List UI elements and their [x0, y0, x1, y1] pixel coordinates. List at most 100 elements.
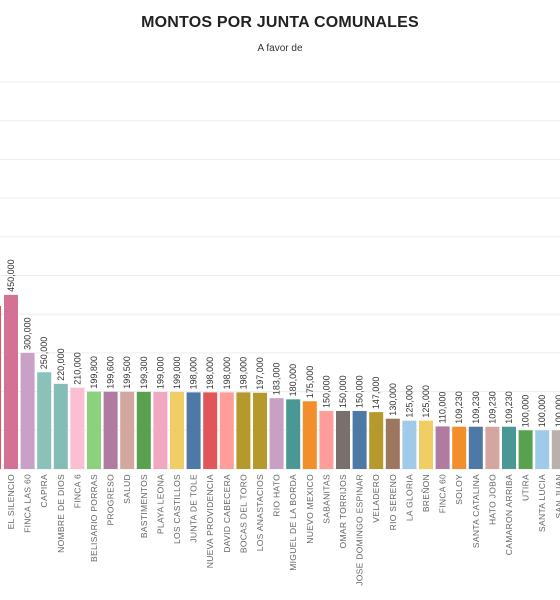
category-label: CAPIRA: [39, 474, 49, 507]
category-label: NOMBRE DE DIOS: [56, 474, 66, 553]
category-label: RIO SERENO: [388, 474, 398, 530]
value-label: 110,000: [438, 392, 448, 424]
category-label: BASTIMENTOS: [139, 474, 149, 538]
category-label: MIGUEL DE LA BORDA: [288, 474, 298, 571]
bar: [87, 391, 101, 469]
chart-title: MONTOS POR JUNTA COMUNALES: [141, 14, 419, 31]
category-label: PLAYA LEONA: [155, 474, 165, 534]
category-label: BREÑON: [421, 474, 431, 512]
bar: [352, 410, 367, 469]
bar: [302, 401, 317, 469]
category-label: RIO HATO: [272, 474, 282, 517]
value-label: 100,000: [537, 395, 547, 428]
bar: [319, 410, 334, 469]
value-label: 150,000: [321, 375, 331, 408]
bar: [186, 392, 201, 469]
value-label: 199,000: [172, 356, 182, 389]
category-label: CAMARON ARRIBA: [504, 474, 514, 555]
value-label: 450,000: [6, 259, 16, 292]
chart-subtitle: A favor de: [257, 43, 303, 54]
bar: [37, 372, 52, 469]
category-label: EL SILENCIO: [6, 474, 16, 530]
value-label: 109,230: [454, 391, 464, 424]
value-label: 109,230: [504, 391, 514, 424]
value-label: 199,500: [122, 356, 132, 389]
value-label: 220,000: [56, 348, 66, 381]
bar: [385, 418, 400, 469]
value-label: 125,000: [404, 385, 414, 418]
bar: [236, 392, 251, 469]
category-label: LA GLORIA: [404, 474, 414, 521]
bar: [369, 412, 384, 469]
bar: [535, 430, 550, 469]
value-label: 130,000: [388, 383, 398, 416]
category-label: BOCAS DEL TORO: [238, 474, 248, 553]
bar: [402, 420, 417, 469]
category-label: VELADERO: [371, 474, 381, 523]
category-label: BELISARIO PORRAS: [89, 474, 99, 562]
category-label: DAVID CABECERA: [222, 474, 232, 553]
bar: [20, 352, 35, 469]
category-label: SANTA LUCIA: [537, 474, 547, 532]
value-label: 180,000: [288, 364, 298, 397]
category-label: OMAR TORRIJOS: [338, 474, 348, 548]
bar: [419, 420, 433, 469]
value-label: 199,000: [155, 356, 165, 389]
value-label: 183,000: [272, 363, 282, 396]
bar: [53, 383, 68, 469]
value-label: 109,230: [487, 391, 497, 424]
value-label: 300,000: [23, 317, 33, 350]
category-label: FINCA LAS 60: [23, 474, 33, 533]
value-label: 198,000: [238, 357, 248, 390]
bar: [336, 410, 350, 469]
category-label: JOSE DOMINGO ESPINAR: [355, 474, 365, 586]
bar: [435, 426, 450, 469]
bar: [219, 392, 234, 469]
value-label: 198,000: [205, 357, 215, 390]
value-label: 199,300: [139, 356, 149, 389]
value-label: 197,000: [255, 357, 265, 390]
value-label: 100,000: [521, 395, 531, 428]
category-label: NUEVO MEXICO: [305, 474, 315, 544]
value-label: 198,000: [222, 357, 232, 390]
value-label: 175,000: [305, 366, 315, 399]
category-label: LOS CASTILLOS: [172, 474, 182, 544]
bar: [70, 387, 85, 469]
value-label: 250,000: [39, 337, 49, 370]
value-label: 198,000: [189, 357, 199, 390]
bar: [485, 426, 500, 469]
value-label: 147,000: [371, 377, 381, 410]
bar: [120, 391, 135, 469]
category-label: FINCA 60: [438, 474, 448, 513]
bar: [253, 392, 267, 469]
value-label: 199,600: [106, 356, 116, 389]
bar: [4, 294, 18, 469]
value-label: 210,000: [72, 352, 82, 385]
category-label: HATO JOBO: [487, 474, 497, 525]
clipped-bar: [0, 306, 1, 469]
category-label: SANTA CATALINA: [471, 474, 481, 548]
bar: [170, 391, 184, 469]
value-label: 109,230: [471, 391, 481, 424]
bars: [4, 294, 560, 469]
bar: [136, 391, 151, 469]
bar: [551, 430, 560, 469]
value-label: 199,800: [89, 356, 99, 389]
category-label: UTIRA: [521, 474, 531, 501]
category-label: SOLOY: [454, 474, 464, 505]
category-label: JUNTA DE TOLE: [189, 474, 199, 543]
category-label: NUEVA PROVIDENCIA: [205, 474, 215, 568]
category-label: SALUD: [122, 474, 132, 504]
bar: [153, 391, 168, 469]
category-labels: EL SILENCIO FINCA LAS 60 CAPIRA NOMBRE DE D…: [6, 474, 560, 586]
bar: [203, 392, 218, 469]
category-label: FINCA 6: [72, 474, 82, 508]
bar: [269, 398, 284, 469]
value-label: 125,000: [421, 385, 431, 418]
category-label: LOS ANASTACIOS: [255, 474, 265, 551]
bar: [286, 399, 301, 469]
value-label: 150,000: [338, 375, 348, 408]
value-labels: 450,000 300,000 250,000 220,000 210,000 199,8…: [6, 259, 560, 427]
value-label: 150,000: [355, 375, 365, 408]
value-label: 100,000: [554, 395, 560, 428]
